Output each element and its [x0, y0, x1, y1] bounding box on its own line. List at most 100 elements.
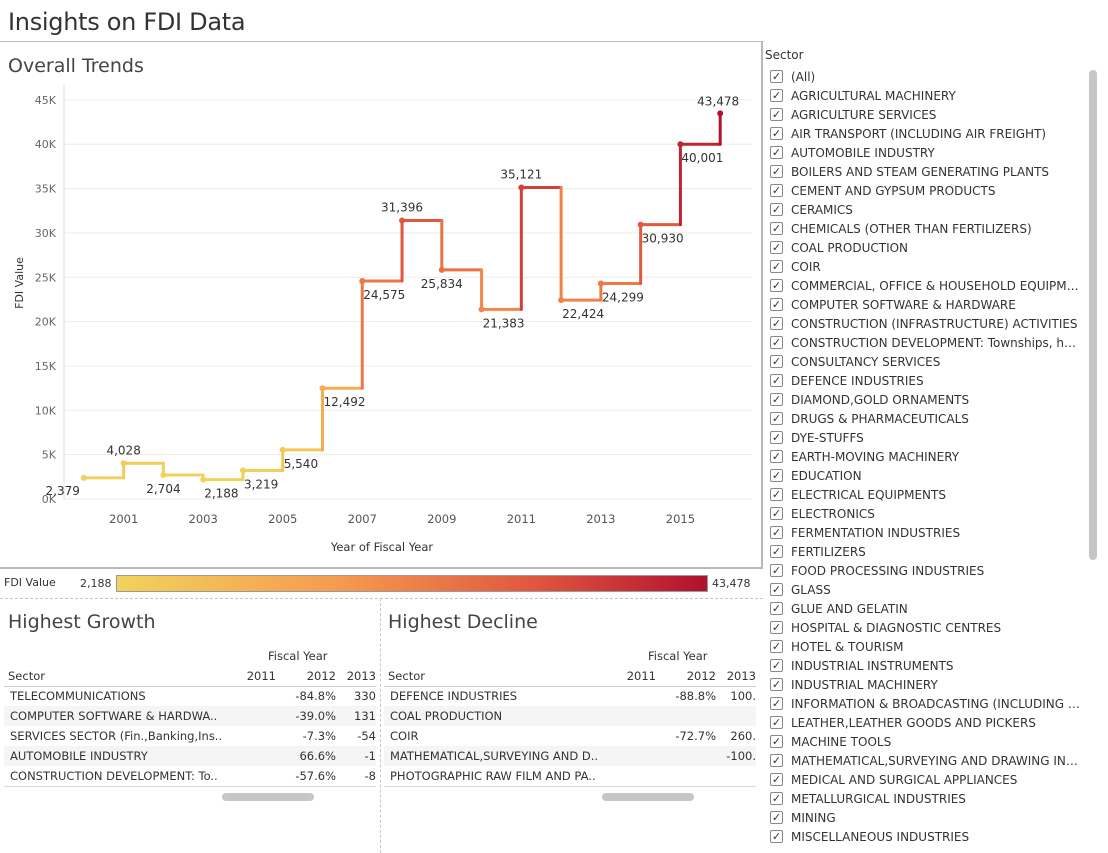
sector-filter-item[interactable]: ✓ CEMENT AND GYPSUM PRODUCTS [770, 181, 1082, 200]
value-cell-2013: 131 [354, 709, 376, 723]
checkbox-checked-icon[interactable]: ✓ [770, 298, 783, 311]
checkbox-checked-icon[interactable]: ✓ [770, 602, 783, 615]
sector-filter-item[interactable]: ✓ MACHINE TOOLS [770, 732, 1082, 751]
table-row: TELECOMMUNICATIONS -84.8% 330 [4, 686, 376, 706]
sector-filter-item[interactable]: ✓ BOILERS AND STEAM GENERATING PLANTS [770, 162, 1082, 181]
sector-filter-label: CERAMICS [791, 202, 853, 217]
sector-filter-item[interactable]: ✓ CONSULTANCY SERVICES [770, 352, 1082, 371]
value-cell-2012: 66.6% [299, 749, 336, 763]
sector-filter-item[interactable]: ✓ MEDICAL AND SURGICAL APPLIANCES [770, 770, 1082, 789]
sector-filter-label: INFORMATION & BROADCASTING (INCLUDING PR… [791, 696, 1081, 711]
checkbox-checked-icon[interactable]: ✓ [770, 279, 783, 292]
sector-filter-item[interactable]: ✓ (All) [770, 67, 1082, 86]
checkbox-checked-icon[interactable]: ✓ [770, 203, 783, 216]
sector-filter-item[interactable]: ✓ GLUE AND GELATIN [770, 599, 1082, 618]
table-row: SERVICES SECTOR (Fin.,Banking,Ins.. -7.3%… [4, 726, 376, 746]
sector-filter-item[interactable]: ✓ COAL PRODUCTION [770, 238, 1082, 257]
sector-filter-item[interactable]: ✓ GLASS [770, 580, 1082, 599]
checkbox-checked-icon[interactable]: ✓ [770, 773, 783, 786]
checkbox-checked-icon[interactable]: ✓ [770, 716, 783, 729]
sector-filter-item[interactable]: ✓ METALLURGICAL INDUSTRIES [770, 789, 1082, 808]
checkbox-checked-icon[interactable]: ✓ [770, 241, 783, 254]
fdi-step-chart[interactable]: 0K 5K 10K 15K 20K 25K 30K 35K 40K 45K 2001 2003 2005… [0, 41, 760, 567]
sector-filter-item[interactable]: ✓ DEFENCE INDUSTRIES [770, 371, 1082, 390]
sector-filter-item[interactable]: ✓ LEATHER,LEATHER GOODS AND PICKERS [770, 713, 1082, 732]
checkbox-checked-icon[interactable]: ✓ [770, 754, 783, 767]
horizontal-scrollbar-thumb[interactable] [222, 793, 314, 801]
value-cell-2012: -88.8% [675, 689, 716, 703]
data-point [637, 221, 644, 228]
sector-filter-item[interactable]: ✓ AGRICULTURE SERVICES [770, 105, 1082, 124]
overall-trends-title: Overall Trends [8, 55, 144, 77]
x-tick-label: 2015 [666, 512, 695, 526]
checkbox-checked-icon[interactable]: ✓ [770, 640, 783, 653]
checkbox-checked-icon[interactable]: ✓ [770, 412, 783, 425]
filter-scrollbar-thumb[interactable] [1089, 70, 1097, 560]
checkbox-checked-icon[interactable]: ✓ [770, 355, 783, 368]
sector-filter-item[interactable]: ✓ AIR TRANSPORT (INCLUDING AIR FREIGHT) [770, 124, 1082, 143]
checkbox-checked-icon[interactable]: ✓ [770, 488, 783, 501]
checkbox-checked-icon[interactable]: ✓ [770, 374, 783, 387]
sector-filter-item[interactable]: ✓ DYE-STUFFS [770, 428, 1082, 447]
checkbox-checked-icon[interactable]: ✓ [770, 830, 783, 843]
sector-filter-item[interactable]: ✓ FERMENTATION INDUSTRIES [770, 523, 1082, 542]
checkbox-checked-icon[interactable]: ✓ [770, 431, 783, 444]
checkbox-checked-icon[interactable]: ✓ [770, 545, 783, 558]
checkbox-checked-icon[interactable]: ✓ [770, 469, 783, 482]
sector-filter-item[interactable]: ✓ CONSTRUCTION (INFRASTRUCTURE) ACTIVITIE… [770, 314, 1082, 333]
sector-filter-item[interactable]: ✓ CERAMICS [770, 200, 1082, 219]
checkbox-checked-icon[interactable]: ✓ [770, 697, 783, 710]
sector-filter-item[interactable]: ✓ ELECTRONICS [770, 504, 1082, 523]
sector-filter-item[interactable]: ✓ COIR [770, 257, 1082, 276]
checkbox-checked-icon[interactable]: ✓ [770, 564, 783, 577]
checkbox-checked-icon[interactable]: ✓ [770, 526, 783, 539]
checkbox-checked-icon[interactable]: ✓ [770, 659, 783, 672]
checkbox-checked-icon[interactable]: ✓ [770, 583, 783, 596]
checkbox-checked-icon[interactable]: ✓ [770, 507, 783, 520]
checkbox-checked-icon[interactable]: ✓ [770, 393, 783, 406]
checkbox-checked-icon[interactable]: ✓ [770, 184, 783, 197]
sector-filter-item[interactable]: ✓ AGRICULTURAL MACHINERY [770, 86, 1082, 105]
checkbox-checked-icon[interactable]: ✓ [770, 260, 783, 273]
checkbox-checked-icon[interactable]: ✓ [770, 317, 783, 330]
sector-filter-item[interactable]: ✓ MATHEMATICAL,SURVEYING AND DRAWING INS.… [770, 751, 1082, 770]
sector-filter-item[interactable]: ✓ CONSTRUCTION DEVELOPMENT: Townships, ho… [770, 333, 1082, 352]
sector-filter-item[interactable]: ✓ MISCELLANEOUS INDUSTRIES [770, 827, 1082, 846]
checkbox-checked-icon[interactable]: ✓ [770, 450, 783, 463]
sector-filter-item[interactable]: ✓ COMPUTER SOFTWARE & HARDWARE [770, 295, 1082, 314]
sector-filter-item[interactable]: ✓ INDUSTRIAL MACHINERY [770, 675, 1082, 694]
horizontal-scrollbar-thumb[interactable] [602, 793, 694, 801]
checkbox-checked-icon[interactable]: ✓ [770, 146, 783, 159]
checkbox-checked-icon[interactable]: ✓ [770, 792, 783, 805]
sector-filter-item[interactable]: ✓ ELECTRICAL EQUIPMENTS [770, 485, 1082, 504]
sector-filter-item[interactable]: ✓ COMMERCIAL, OFFICE & HOUSEHOLD EQUIPMEN… [770, 276, 1082, 295]
sector-filter-item[interactable]: ✓ INDUSTRIAL INSTRUMENTS [770, 656, 1082, 675]
checkbox-checked-icon[interactable]: ✓ [770, 735, 783, 748]
sector-filter-item[interactable]: ✓ HOTEL & TOURISM [770, 637, 1082, 656]
data-label: 21,383 [483, 316, 525, 330]
sector-filter-item[interactable]: ✓ DRUGS & PHARMACEUTICALS [770, 409, 1082, 428]
checkbox-checked-icon[interactable]: ✓ [770, 70, 783, 83]
checkbox-checked-icon[interactable]: ✓ [770, 811, 783, 824]
checkbox-checked-icon[interactable]: ✓ [770, 222, 783, 235]
checkbox-checked-icon[interactable]: ✓ [770, 127, 783, 140]
checkbox-checked-icon[interactable]: ✓ [770, 336, 783, 349]
sector-filter-item[interactable]: ✓ AUTOMOBILE INDUSTRY [770, 143, 1082, 162]
sector-filter-item[interactable]: ✓ EARTH-MOVING MACHINERY [770, 447, 1082, 466]
legend-divider [0, 598, 763, 599]
sector-filter-item[interactable]: ✓ DIAMOND,GOLD ORNAMENTS [770, 390, 1082, 409]
checkbox-checked-icon[interactable]: ✓ [770, 621, 783, 634]
sector-filter-item[interactable]: ✓ INFORMATION & BROADCASTING (INCLUDING P… [770, 694, 1082, 713]
sector-filter-item[interactable]: ✓ FERTILIZERS [770, 542, 1082, 561]
checkbox-checked-icon[interactable]: ✓ [770, 165, 783, 178]
sector-filter-item[interactable]: ✓ EDUCATION [770, 466, 1082, 485]
checkbox-checked-icon[interactable]: ✓ [770, 108, 783, 121]
dashboard-title: Insights on FDI Data [8, 8, 246, 36]
checkbox-checked-icon[interactable]: ✓ [770, 89, 783, 102]
sector-filter-label: CEMENT AND GYPSUM PRODUCTS [791, 183, 996, 198]
sector-filter-item[interactable]: ✓ CHEMICALS (OTHER THAN FERTILIZERS) [770, 219, 1082, 238]
sector-filter-item[interactable]: ✓ FOOD PROCESSING INDUSTRIES [770, 561, 1082, 580]
checkbox-checked-icon[interactable]: ✓ [770, 678, 783, 691]
sector-filter-item[interactable]: ✓ HOSPITAL & DIAGNOSTIC CENTRES [770, 618, 1082, 637]
sector-filter-item[interactable]: ✓ MINING [770, 808, 1082, 827]
